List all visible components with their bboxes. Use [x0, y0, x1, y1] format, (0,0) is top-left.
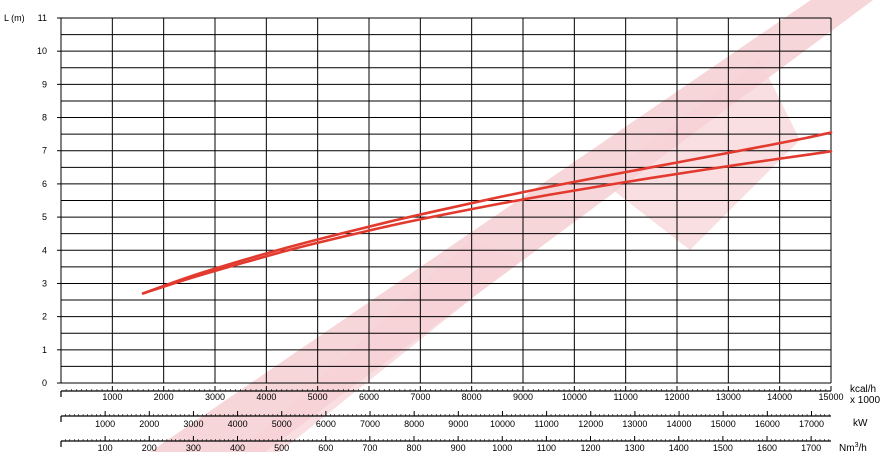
x-tick-label: 3000: [205, 392, 225, 402]
x-tick-label: 16000: [755, 419, 780, 429]
y-tick-label: 9: [42, 79, 47, 89]
x-tick-label: 4000: [256, 392, 276, 402]
x-tick-label: 1600: [757, 443, 777, 452]
x-axis-unit-label: kW: [853, 418, 868, 429]
x-tick-label: 8000: [462, 392, 482, 402]
x-axes: 1000 2000 3000 4000 5000 6000 7000 8000 9000 1000…: [60, 384, 880, 452]
x-tick-label: 8000: [404, 419, 424, 429]
x-tick-label: 6000: [359, 392, 379, 402]
x-tick-label: 2000: [139, 419, 159, 429]
x-tick-label: 11000: [534, 419, 558, 429]
x-tick-label: 2000: [154, 392, 174, 402]
x-tick-label: 1700: [801, 443, 821, 452]
x-tick-label: 15000: [818, 392, 843, 402]
y-axis: L (m) 0 1 2 3 4 5 6 7 8 9 10 11: [4, 13, 61, 388]
x-tick-label: 300: [186, 443, 201, 452]
y-tick-label: 0: [42, 378, 47, 388]
x-tick-label: 9000: [513, 392, 533, 402]
x-tick-label: 17000: [799, 419, 824, 429]
x-tick-label: 15000: [711, 419, 736, 429]
x-tick-label: 9000: [448, 419, 468, 429]
y-tick-label: 3: [42, 278, 47, 288]
x-tick-label: 900: [451, 443, 466, 452]
x-tick-label: 10000: [490, 419, 515, 429]
x-tick-label: 4000: [228, 419, 248, 429]
x-tick-label: 1200: [580, 443, 600, 452]
x-tick-label: 10000: [562, 392, 587, 402]
x-tick-label: 12000: [578, 419, 603, 429]
y-tick-label: 2: [42, 312, 47, 322]
x-tick-label: 13000: [622, 419, 647, 429]
watermark-band: [240, 240, 520, 452]
x-tick-label: 1000: [492, 443, 512, 452]
x-axis-unit-label: Nm3/h: [839, 442, 867, 452]
x-tick-label: 600: [318, 443, 333, 452]
x-tick-label: 400: [230, 443, 245, 452]
x-tick-label: 13000: [716, 392, 741, 402]
x-tick-label: 14000: [667, 419, 692, 429]
x-tick-label: 100: [98, 443, 113, 452]
x-tick-label: 5000: [308, 392, 328, 402]
series-line-2: [141, 150, 833, 295]
y-tick-label: 4: [42, 245, 47, 255]
y-tick-label: 7: [42, 146, 47, 156]
x-axis-unit-label: x 1000: [850, 395, 880, 406]
y-tick-label: 8: [42, 113, 47, 123]
x-tick-label: 12000: [664, 392, 689, 402]
x-tick-label: 1100: [537, 443, 556, 452]
x-tick-label: 3000: [183, 419, 203, 429]
series-line-1: [141, 131, 833, 295]
x-tick-label: 1000: [102, 392, 122, 402]
watermark: [150, 0, 874, 452]
y-tick-label: 11: [38, 13, 47, 23]
x-tick-label: 14000: [767, 392, 792, 402]
x-tick-label: 1000: [95, 419, 115, 429]
x-tick-label: 1400: [669, 443, 689, 452]
x-tick-label: 700: [362, 443, 377, 452]
x-tick-label: 11000: [613, 392, 637, 402]
x-tick-label: 7000: [360, 419, 380, 429]
x-tick-label: 7000: [410, 392, 430, 402]
x-tick-label: 1300: [625, 443, 645, 452]
y-tick-label: 1: [42, 345, 47, 355]
x-tick-label: 800: [406, 443, 421, 452]
x-tick-label: 6000: [316, 419, 336, 429]
y-tick-label: 5: [42, 212, 47, 222]
x-axis-unit-label: kcal/h: [850, 384, 876, 395]
y-tick-label: 10: [37, 46, 47, 56]
x-tick-label: 1500: [713, 443, 733, 452]
watermark-band: [600, 60, 800, 250]
x-tick-label: 500: [274, 443, 289, 452]
x-tick-label: 5000: [272, 419, 292, 429]
y-tick-label: 6: [42, 179, 47, 189]
series-layer: [141, 131, 833, 295]
x-tick-label: 200: [142, 443, 157, 452]
y-axis-label: L (m): [4, 13, 25, 23]
